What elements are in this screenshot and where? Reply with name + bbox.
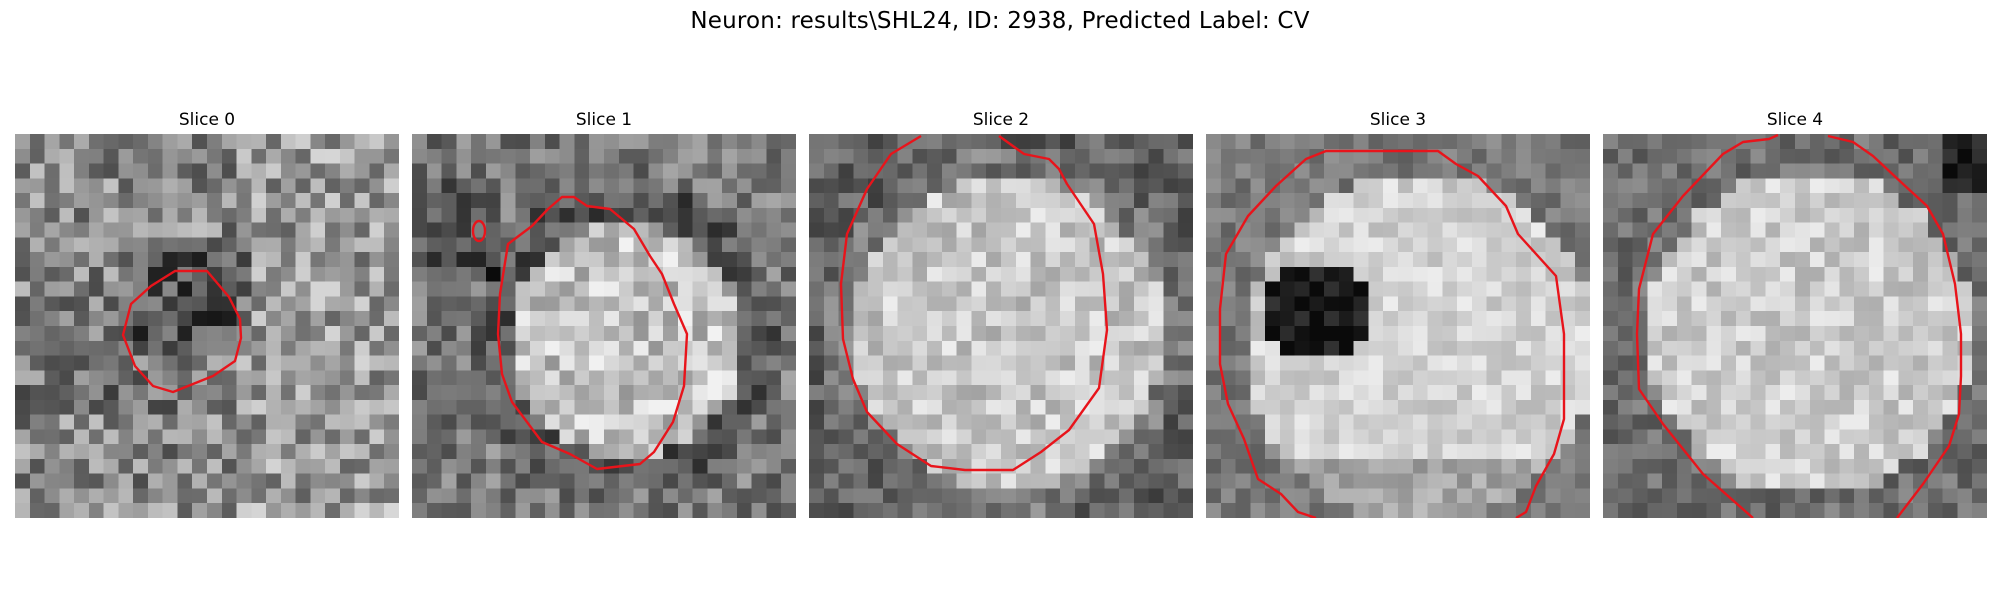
slice-contour-3 xyxy=(1218,149,1566,518)
cell-contour xyxy=(1635,134,1779,518)
cell-contour xyxy=(496,195,689,471)
cell-contour-right xyxy=(1827,134,1963,518)
slice-contour-1 xyxy=(471,195,689,471)
cell-contour xyxy=(121,269,243,394)
slice-canvas-3 xyxy=(1206,134,1590,518)
slice-image-3 xyxy=(1206,134,1590,518)
slice-image-0 xyxy=(15,134,399,518)
slice-title-3: Slice 3 xyxy=(1369,110,1427,130)
cell-contour xyxy=(839,134,1109,472)
slice-title-0: Slice 0 xyxy=(178,110,236,130)
slice-contour-2 xyxy=(839,134,1109,472)
slice-contour-4 xyxy=(1635,134,1963,518)
slice-image-2 xyxy=(809,134,1193,518)
slice-title-2: Slice 2 xyxy=(972,110,1030,130)
slice-image-1 xyxy=(412,134,796,518)
slice-title-4: Slice 4 xyxy=(1766,110,1824,130)
small-contour xyxy=(471,219,487,243)
slice-canvas-1 xyxy=(412,134,796,518)
slice-contour-0 xyxy=(121,269,243,394)
figure-title: Neuron: results\SHL24, ID: 2938, Predict… xyxy=(690,8,1310,34)
cell-contour xyxy=(1218,149,1566,518)
slice-canvas-4 xyxy=(1603,134,1987,518)
slice-image-4 xyxy=(1603,134,1987,518)
slice-title-1: Slice 1 xyxy=(575,110,633,130)
slice-canvas-0 xyxy=(15,134,399,518)
slice-canvas-2 xyxy=(809,134,1193,518)
